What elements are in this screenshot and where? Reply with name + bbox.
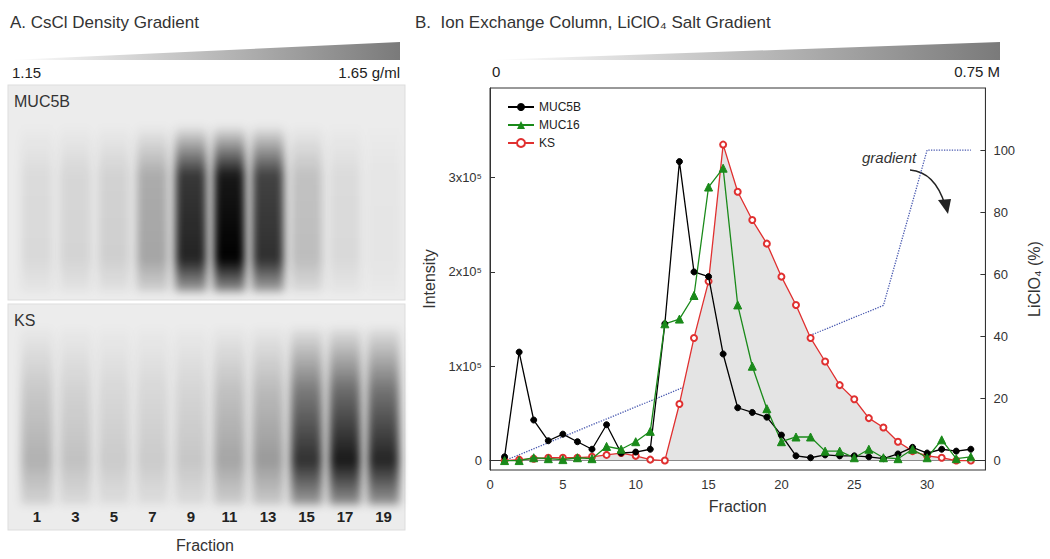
svg-text:17: 17	[337, 508, 354, 525]
svg-text:1: 1	[33, 508, 41, 525]
svg-text:30: 30	[920, 477, 934, 492]
svg-text:KS: KS	[14, 312, 35, 329]
svg-text:B. Ion Exchange Column, LiClO: B. Ion Exchange Column, LiClO₄ Salt Grad…	[415, 13, 771, 32]
svg-text:7: 7	[148, 508, 156, 525]
svg-text:80: 80	[993, 205, 1007, 220]
svg-text:19: 19	[375, 508, 392, 525]
svg-text:0: 0	[486, 477, 493, 492]
svg-text:0: 0	[993, 453, 1000, 468]
svg-text:15: 15	[298, 508, 315, 525]
svg-text:40: 40	[993, 329, 1007, 344]
svg-text:13: 13	[260, 508, 277, 525]
svg-text:KS: KS	[539, 136, 555, 150]
svg-text:60: 60	[993, 267, 1007, 282]
svg-text:Fraction: Fraction	[176, 537, 234, 554]
svg-text:9: 9	[187, 508, 195, 525]
svg-text:1x10⁵: 1x10⁵	[448, 359, 482, 374]
svg-text:A. CsCl Density Gradient: A. CsCl Density Gradient	[10, 13, 199, 32]
svg-text:20: 20	[774, 477, 788, 492]
svg-text:5: 5	[559, 477, 566, 492]
svg-text:1.15: 1.15	[12, 64, 41, 81]
svg-text:3x10⁵: 3x10⁵	[448, 170, 482, 185]
svg-text:gradient: gradient	[862, 149, 917, 166]
svg-text:0.75 M: 0.75 M	[954, 63, 1000, 80]
svg-text:3: 3	[71, 508, 79, 525]
svg-text:0: 0	[475, 453, 482, 468]
svg-text:2x10⁵: 2x10⁵	[448, 264, 482, 279]
svg-text:Fraction: Fraction	[709, 498, 767, 515]
svg-text:MUC5B: MUC5B	[14, 93, 70, 110]
svg-text:0: 0	[492, 63, 500, 80]
svg-text:MUC5B: MUC5B	[539, 100, 581, 114]
svg-text:Intensity: Intensity	[421, 249, 438, 309]
svg-text:25: 25	[847, 477, 861, 492]
svg-text:1.65 g/ml: 1.65 g/ml	[338, 64, 400, 81]
svg-text:100: 100	[993, 143, 1015, 158]
svg-text:5: 5	[110, 508, 118, 525]
svg-text:MUC16: MUC16	[539, 118, 580, 132]
svg-text:10: 10	[628, 477, 642, 492]
svg-text:15: 15	[701, 477, 715, 492]
svg-text:11: 11	[222, 508, 238, 525]
svg-text:LiClO₄ (%): LiClO₄ (%)	[1026, 241, 1043, 317]
svg-text:20: 20	[993, 391, 1007, 406]
